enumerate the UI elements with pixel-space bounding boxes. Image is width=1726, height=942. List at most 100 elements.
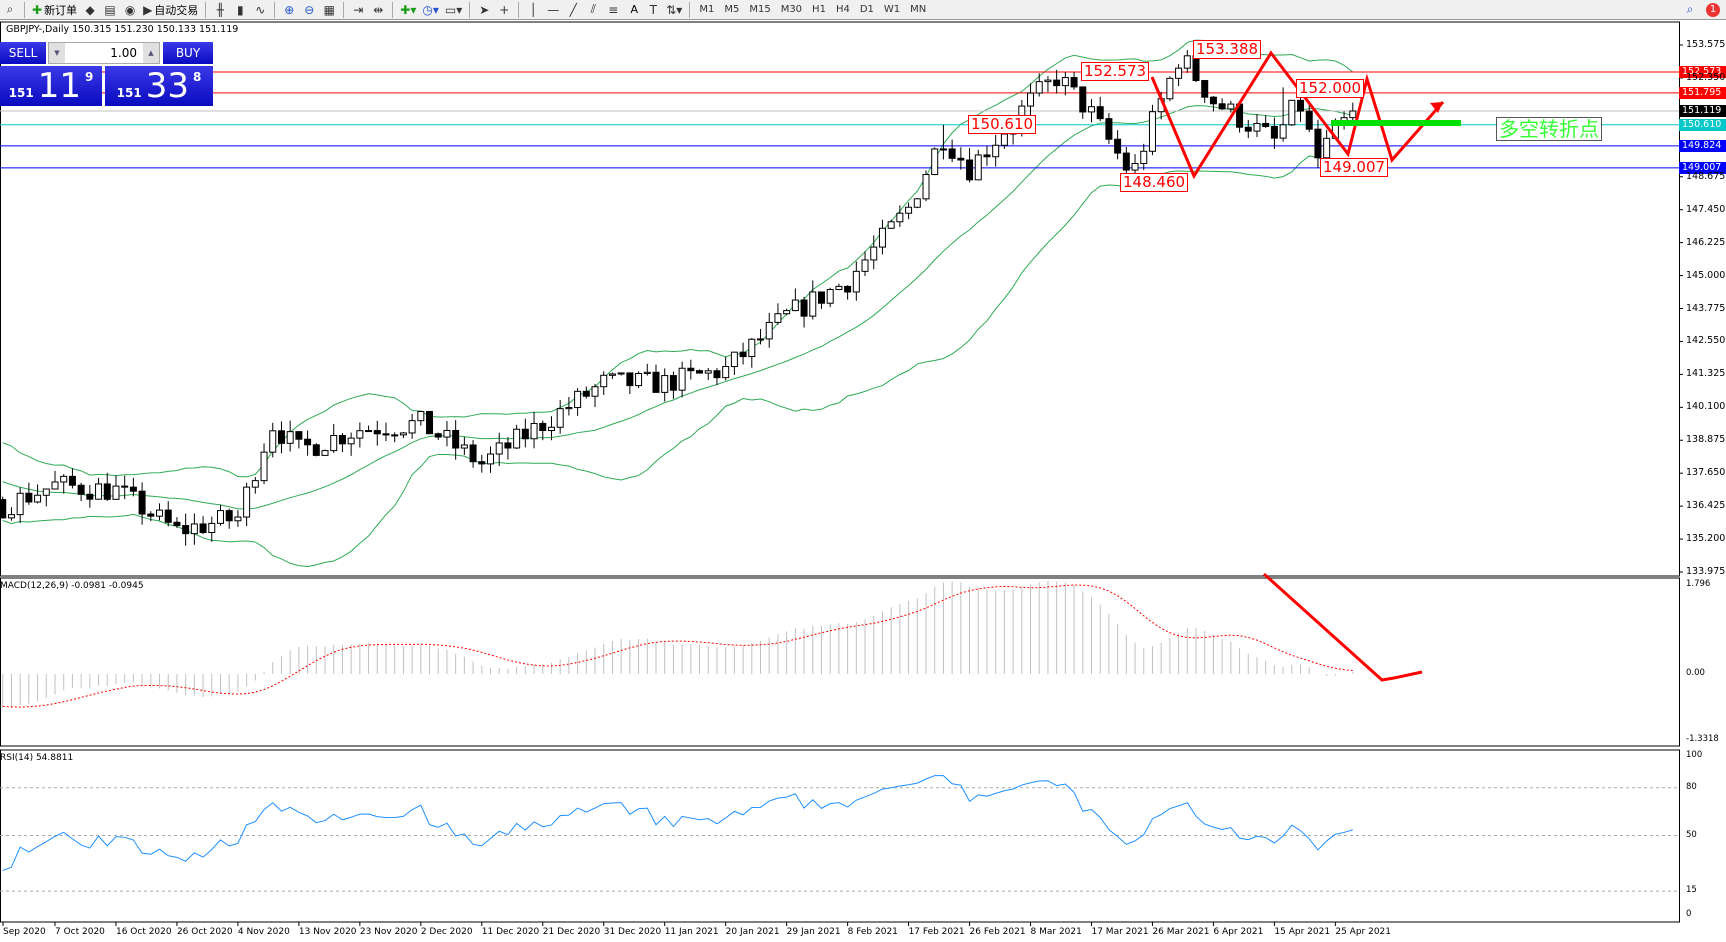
line-chart-button[interactable]: ∿ <box>250 1 270 19</box>
lot-increase-button[interactable]: ▲ <box>143 43 159 63</box>
timeframe-m15-button[interactable]: M15 <box>749 4 771 15</box>
time-axis-label: 15 Apr 2021 <box>1274 927 1331 937</box>
vertical-line-button[interactable]: │ <box>523 1 543 19</box>
zoom-out-button[interactable]: ⊖ <box>299 1 319 19</box>
templates-button[interactable]: ▭▾ <box>442 1 465 19</box>
periods-button[interactable]: ◷▾ <box>419 1 442 19</box>
macd-divergence-arrow[interactable] <box>1262 572 1423 682</box>
terminal-button[interactable]: ▤ <box>100 1 120 19</box>
candle <box>426 410 434 435</box>
candle <box>356 422 364 448</box>
candlestick-button[interactable]: ▮ <box>230 1 250 19</box>
zigzag-trend-line[interactable] <box>1150 50 1445 180</box>
new-order-button[interactable]: ✚ 新订单 <box>29 1 80 19</box>
candle-body <box>330 434 338 452</box>
candle <box>147 511 155 522</box>
timeframe-w1-button[interactable]: W1 <box>883 4 901 15</box>
time-axis-label: 8 Feb 2021 <box>847 927 898 937</box>
sell-price[interactable]: 151 11 9 <box>0 66 102 106</box>
candle <box>77 482 85 502</box>
candle-body <box>495 442 503 455</box>
price-axis-label: 133.975 <box>1686 566 1726 577</box>
candle <box>547 416 555 441</box>
bollinger-lower-band <box>2 155 1353 568</box>
equidistant-channel-button[interactable]: ⫽ <box>583 1 603 19</box>
candle-body <box>600 374 608 388</box>
new-order-icon: ✚ <box>32 2 43 17</box>
chart-shift-button[interactable]: ⇥ <box>348 1 368 19</box>
timeframe-mn-button[interactable]: MN <box>910 4 927 15</box>
autoscroll-button[interactable]: ⇹ <box>368 1 388 19</box>
candle <box>521 418 529 448</box>
candle-body <box>582 390 590 397</box>
buy-price[interactable]: 151 33 8 <box>105 66 213 106</box>
candle <box>373 420 381 446</box>
chart-header: GBPJPY-,Daily 150.315 151.230 150.133 15… <box>6 24 239 35</box>
candle-body <box>861 259 869 272</box>
candle <box>626 372 634 394</box>
text-label-button[interactable]: T <box>643 1 663 19</box>
candle-body <box>521 428 529 440</box>
crosshair-button[interactable]: + <box>494 1 514 19</box>
candle <box>870 235 878 270</box>
auto-trading-button[interactable]: ▶ 自动交易 <box>140 1 201 19</box>
indicators-button[interactable]: ✚▾ <box>397 1 419 19</box>
candle-body <box>757 338 765 341</box>
search-icon[interactable]: ⌕ <box>1686 2 1694 16</box>
candle <box>1079 86 1087 119</box>
price-axis-label: 152.350 <box>1686 71 1726 83</box>
candle-body <box>1305 110 1313 130</box>
candle-body <box>434 433 442 438</box>
bar-chart-button[interactable]: ╫ <box>210 1 230 19</box>
trendline-button[interactable]: ╱ <box>563 1 583 19</box>
buy-label: BUY <box>175 46 201 60</box>
candle-body <box>661 375 669 393</box>
candle-body <box>826 288 834 304</box>
candle-body <box>504 442 512 449</box>
lot-value[interactable]: 1.00 <box>110 46 137 60</box>
chart-area[interactable] <box>0 21 1726 942</box>
lot-decrease-button[interactable]: ▼ <box>49 43 65 63</box>
timeframe-d1-button[interactable]: D1 <box>859 4 874 15</box>
zoom-in-button[interactable]: ⊕ <box>279 1 299 19</box>
sell-label: SELL <box>8 46 38 60</box>
time-axis-label: 2 Dec 2020 <box>420 927 473 937</box>
candle-body <box>783 310 791 315</box>
candle <box>791 288 799 312</box>
time-axis-label: Sep 2020 <box>3 927 46 937</box>
timeframe-h1-button[interactable]: H1 <box>812 4 826 15</box>
signals-button[interactable]: ◉ <box>120 1 140 19</box>
candle-body <box>1053 79 1061 87</box>
candlestick-icon: ▮ <box>236 2 244 17</box>
candle-body <box>312 444 320 456</box>
tile-windows-button[interactable]: ▦ <box>319 1 339 19</box>
toolbar-separator <box>24 1 25 18</box>
sell-button[interactable]: SELL <box>0 42 46 64</box>
candle-body <box>800 299 808 317</box>
candle <box>582 386 590 399</box>
fibonacci-button[interactable]: ≡ <box>603 1 623 19</box>
cursor-button[interactable]: ➤ <box>474 1 494 19</box>
candle-body <box>42 488 50 496</box>
text-button[interactable]: A <box>623 1 643 19</box>
price-axis-label: 153.575 <box>1686 39 1726 50</box>
candle-body <box>1035 81 1043 94</box>
lot-size-input[interactable]: ▼ 1.00 ▲ <box>48 42 160 64</box>
turning-point-bar[interactable] <box>1331 120 1461 126</box>
price-axis-label: 145.000 <box>1686 269 1726 281</box>
candle-body <box>469 444 477 463</box>
buy-button[interactable]: BUY <box>163 42 213 64</box>
timeframe-h4-button[interactable]: H4 <box>835 4 850 15</box>
timeframe-m1-button[interactable]: M1 <box>699 4 715 15</box>
horizontal-line-button[interactable]: — <box>543 1 563 19</box>
candle <box>382 422 390 442</box>
candle-body <box>51 481 59 490</box>
rsi-label: RSI(14) 54.8811 <box>0 753 74 763</box>
metaeditor-button[interactable]: ◆ <box>80 1 100 19</box>
arrows-button[interactable]: ⇅▾ <box>663 1 685 19</box>
notification-badge[interactable]: 1 <box>1706 2 1720 17</box>
candle <box>408 413 416 439</box>
timeframe-m30-button[interactable]: M30 <box>780 4 803 15</box>
history-button[interactable]: ⌕ <box>0 1 20 19</box>
timeframe-m5-button[interactable]: M5 <box>724 4 740 15</box>
